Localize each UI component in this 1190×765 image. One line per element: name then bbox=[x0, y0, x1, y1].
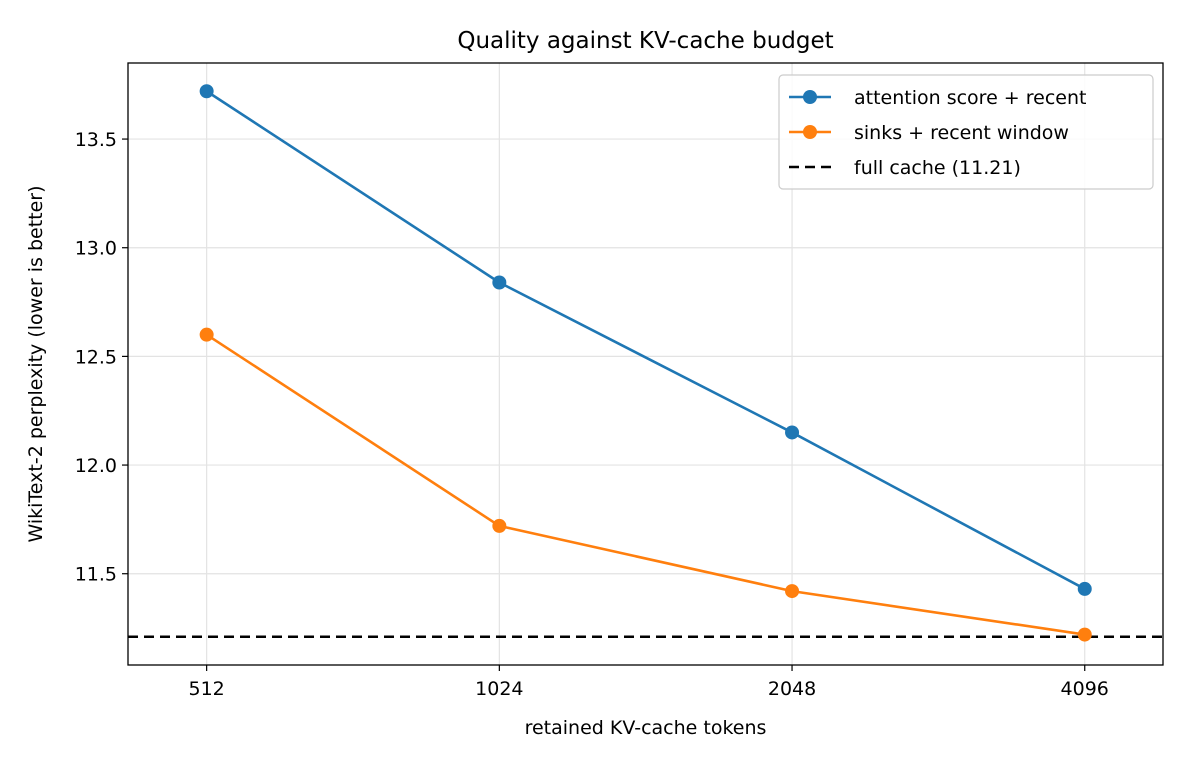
x-tick-label: 2048 bbox=[768, 678, 816, 700]
y-tick-label: 13.0 bbox=[75, 238, 117, 260]
y-axis: 11.5 12.0 12.5 13.0 13.5 bbox=[75, 129, 128, 586]
legend-label: attention score + recent bbox=[854, 87, 1086, 109]
x-axis-label: retained KV-cache tokens bbox=[525, 717, 767, 739]
data-point bbox=[1077, 581, 1092, 596]
data-point bbox=[785, 584, 800, 599]
data-point bbox=[785, 425, 800, 440]
legend-marker bbox=[803, 125, 817, 139]
y-tick-label: 13.5 bbox=[75, 129, 117, 151]
data-point bbox=[199, 327, 214, 342]
data-point bbox=[492, 518, 507, 533]
series-2 bbox=[199, 327, 1092, 642]
data-point bbox=[492, 275, 507, 290]
y-tick-label: 12.5 bbox=[75, 346, 117, 368]
plot-frame bbox=[127, 62, 1164, 666]
series-line bbox=[205, 333, 1085, 636]
data-point bbox=[1077, 627, 1092, 642]
y-tick-label: 12.0 bbox=[75, 455, 117, 477]
legend-box bbox=[778, 74, 1154, 190]
legend: attention score + recent sinks + recent w… bbox=[778, 74, 1154, 190]
x-axis: 512 1024 2048 4096 bbox=[189, 665, 1109, 700]
legend-label: sinks + recent window bbox=[854, 122, 1069, 144]
series-layer bbox=[199, 84, 1092, 642]
series-1 bbox=[199, 84, 1092, 596]
y-tick-label: 11.5 bbox=[75, 564, 117, 586]
legend-marker bbox=[803, 90, 817, 104]
y-axis-label: WikiText-2 perplexity (lower is better) bbox=[25, 185, 47, 542]
data-point bbox=[199, 84, 214, 99]
chart-title: Quality against KV-cache budget bbox=[457, 28, 833, 54]
series-line bbox=[205, 90, 1086, 591]
x-tick-label: 4096 bbox=[1061, 678, 1109, 700]
legend-label: full cache (11.21) bbox=[854, 157, 1021, 179]
x-tick-label: 1024 bbox=[475, 678, 523, 700]
x-tick-label: 512 bbox=[189, 678, 225, 700]
